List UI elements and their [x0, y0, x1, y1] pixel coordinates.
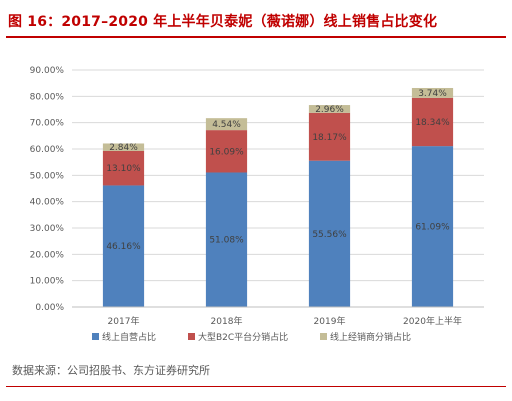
data-label: 2.96% — [315, 105, 344, 115]
legend-swatch — [92, 333, 99, 340]
legend-label: 线上自营占比 — [102, 331, 156, 343]
bar-segment — [411, 97, 454, 147]
y-tick-label: 60.00% — [30, 145, 65, 155]
bar-segment — [411, 146, 454, 307]
bar-segment — [205, 118, 248, 131]
legend-swatch — [188, 333, 195, 340]
data-label: 55.56% — [312, 230, 347, 240]
y-tick-label: 90.00% — [30, 66, 65, 76]
bar-segment — [205, 130, 248, 173]
y-tick-label: 70.00% — [30, 119, 65, 129]
data-label: 4.54% — [212, 120, 241, 130]
bar-segment — [102, 185, 145, 307]
data-source: 数据来源：公司招股书、东方证券研究所 — [12, 364, 210, 377]
x-tick-label: 2017年 — [108, 315, 140, 327]
title-rule — [6, 36, 506, 38]
y-tick-label: 30.00% — [30, 224, 65, 234]
x-axis: 2017年 2018年 2019年 2020年上半年 — [72, 306, 484, 327]
bar-segment — [308, 112, 351, 161]
data-label: 51.08% — [209, 236, 244, 246]
x-tick-label: 2020年上半年 — [403, 315, 462, 327]
data-label: 61.09% — [415, 223, 450, 233]
data-label: 2.84% — [109, 143, 138, 153]
legend: 线上自营占比 大型B2C平台分销占比 线上经销商分销占比 — [92, 331, 411, 343]
bottom-rule — [6, 386, 506, 387]
legend-label: 大型B2C平台分销占比 — [198, 331, 288, 343]
bar-segment — [102, 143, 145, 151]
legend-swatch — [320, 333, 327, 340]
x-tick-label: 2019年 — [314, 315, 346, 327]
y-tick-label: 10.00% — [30, 277, 65, 287]
bar-segment — [308, 105, 351, 113]
y-tick-label: 40.00% — [30, 198, 65, 208]
x-tick-label: 2018年 — [211, 315, 243, 327]
data-label: 46.16% — [106, 242, 141, 252]
y-tick-label: 20.00% — [30, 250, 65, 260]
legend-label: 线上经销商分销占比 — [330, 331, 411, 343]
bar-segment — [411, 87, 454, 98]
data-label: 16.09% — [209, 147, 244, 157]
data-label: 3.74% — [418, 89, 447, 99]
y-axis: 0.00% 10.00% 20.00% 30.00% 40.00% 50.00% 60.00… — [30, 66, 65, 313]
bar-segment — [205, 172, 248, 307]
figure-title: 图 16：2017–2020 年上半年贝泰妮（薇诺娜）线上销售占比变化 — [8, 14, 438, 30]
y-tick-label: 50.00% — [30, 171, 65, 181]
y-tick-label: 0.00% — [35, 303, 64, 313]
y-tick-label: 80.00% — [30, 92, 65, 102]
bars: 46.16% 13.10% 2.84% 51.08% 16.09% 4.54% 55.56%… — [102, 87, 454, 307]
data-label: 18.17% — [312, 133, 347, 143]
bar-segment — [308, 160, 351, 307]
bar-segment — [102, 150, 145, 186]
data-label: 18.34% — [415, 118, 450, 128]
data-label: 13.10% — [106, 164, 141, 174]
